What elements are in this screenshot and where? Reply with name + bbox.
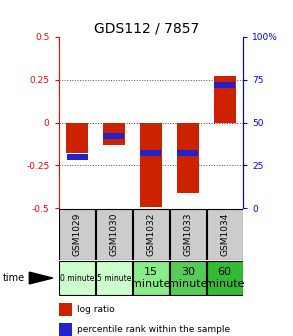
Bar xyxy=(96,261,132,295)
Bar xyxy=(103,133,125,139)
Bar xyxy=(207,261,243,295)
Bar xyxy=(66,123,88,154)
Bar xyxy=(170,261,206,295)
Bar xyxy=(207,209,243,260)
Text: percentile rank within the sample: percentile rank within the sample xyxy=(77,325,230,334)
Bar xyxy=(133,261,169,295)
Text: GSM1032: GSM1032 xyxy=(146,213,155,256)
Bar xyxy=(170,209,206,260)
Bar xyxy=(214,76,236,123)
Text: 30
minute: 30 minute xyxy=(168,267,207,289)
Text: GSM1033: GSM1033 xyxy=(183,213,192,256)
Text: GSM1029: GSM1029 xyxy=(73,213,81,256)
Bar xyxy=(140,151,161,157)
Text: 5 minute: 5 minute xyxy=(97,274,131,283)
Text: GSM1034: GSM1034 xyxy=(220,213,229,256)
Bar xyxy=(59,323,71,336)
Bar xyxy=(177,123,199,193)
Bar xyxy=(140,123,162,207)
Bar xyxy=(133,209,169,260)
Polygon shape xyxy=(29,272,53,284)
Text: 60
minute: 60 minute xyxy=(205,267,244,289)
Bar xyxy=(103,123,125,145)
Text: time: time xyxy=(3,273,25,283)
Text: GSM1030: GSM1030 xyxy=(110,213,118,256)
Bar xyxy=(59,209,95,260)
Bar xyxy=(177,151,198,157)
Bar xyxy=(214,82,235,88)
Bar xyxy=(67,154,88,160)
Text: log ratio: log ratio xyxy=(77,305,115,314)
Bar xyxy=(96,209,132,260)
Bar xyxy=(59,261,95,295)
Text: GDS112 / 7857: GDS112 / 7857 xyxy=(94,22,199,36)
Text: 0 minute: 0 minute xyxy=(60,274,94,283)
Bar xyxy=(59,303,71,316)
Text: 15
minute: 15 minute xyxy=(131,267,171,289)
